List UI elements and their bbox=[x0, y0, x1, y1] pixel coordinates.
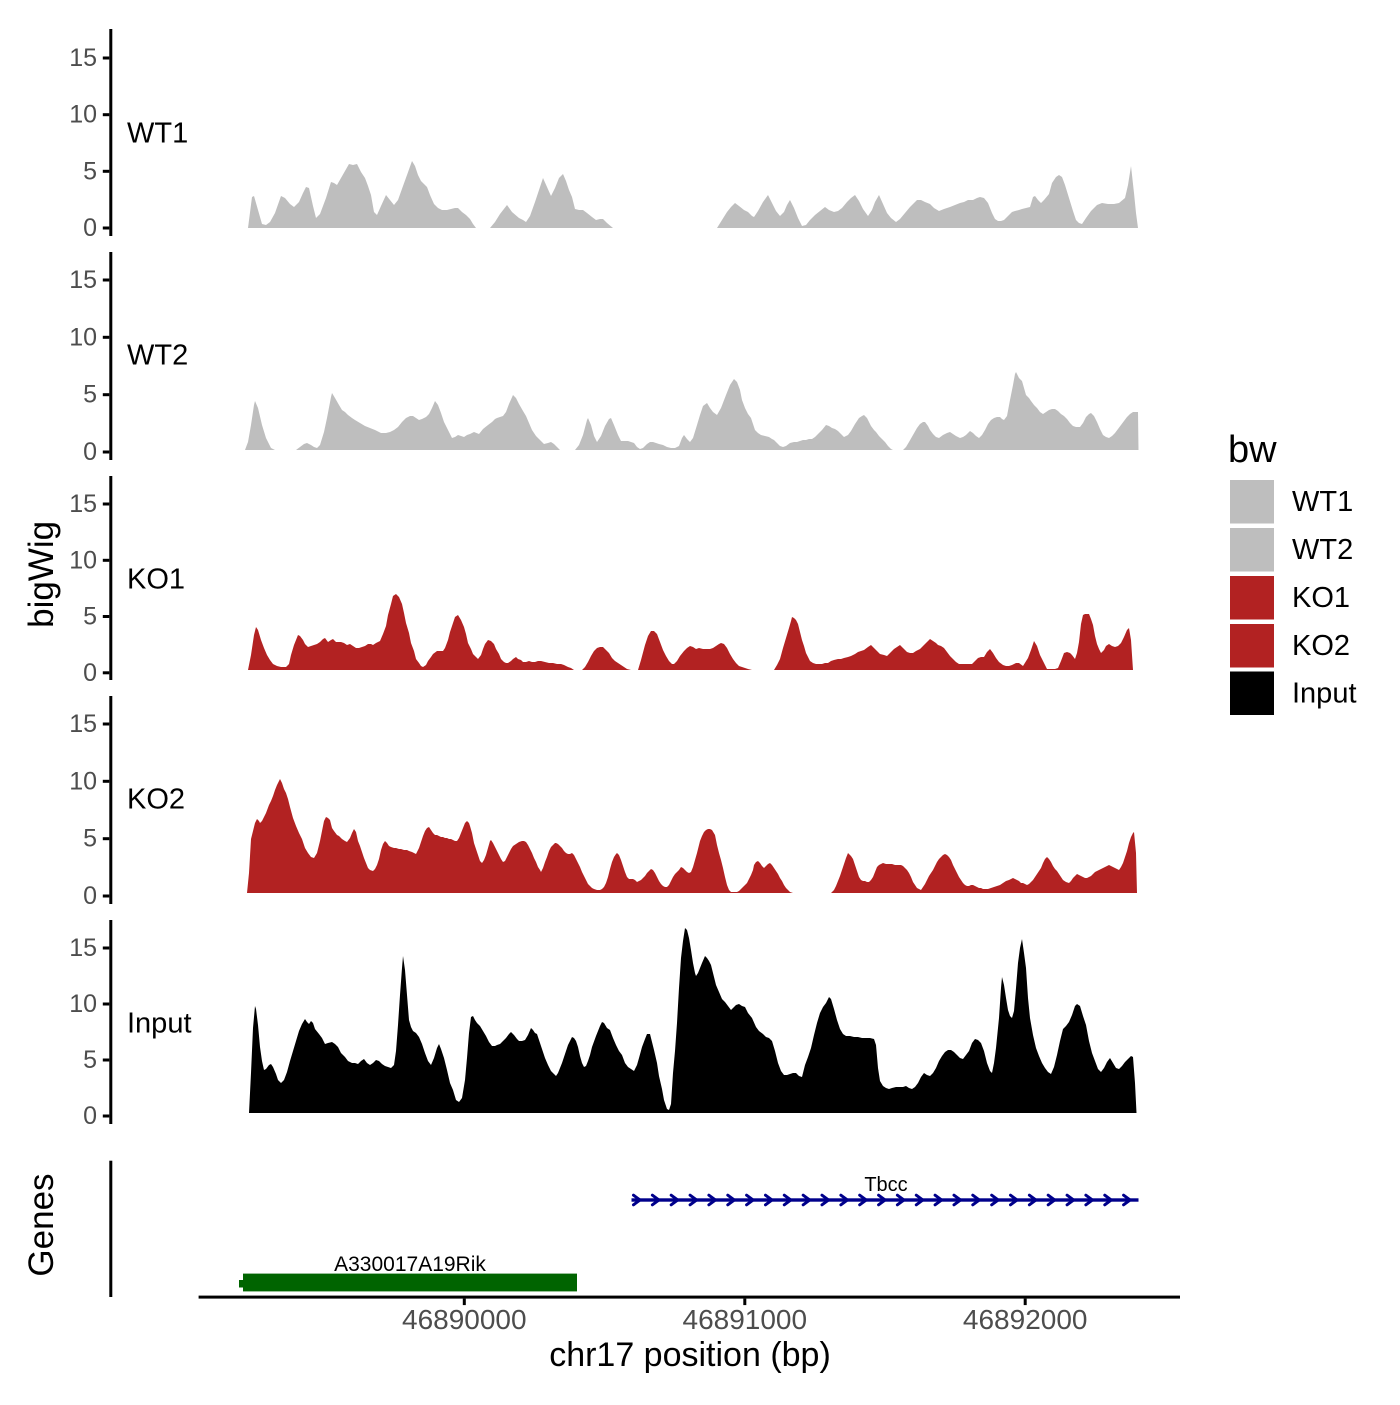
svg-text:WT1: WT1 bbox=[127, 118, 188, 150]
svg-text:0: 0 bbox=[83, 1102, 97, 1130]
svg-text:10: 10 bbox=[69, 990, 97, 1018]
svg-text:5: 5 bbox=[83, 1046, 97, 1074]
svg-text:46890000: 46890000 bbox=[402, 1304, 527, 1335]
svg-text:bigWig: bigWig bbox=[22, 521, 61, 628]
svg-text:5: 5 bbox=[83, 825, 97, 853]
svg-text:0: 0 bbox=[83, 438, 97, 466]
svg-text:KO2: KO2 bbox=[1292, 630, 1350, 662]
svg-text:15: 15 bbox=[69, 44, 97, 72]
svg-text:WT2: WT2 bbox=[127, 340, 188, 372]
svg-text:15: 15 bbox=[69, 710, 97, 738]
svg-text:10: 10 bbox=[69, 101, 97, 129]
svg-text:46891000: 46891000 bbox=[683, 1304, 808, 1335]
svg-text:0: 0 bbox=[83, 882, 97, 910]
svg-text:10: 10 bbox=[69, 767, 97, 795]
svg-text:46892000: 46892000 bbox=[963, 1304, 1088, 1335]
svg-text:WT2: WT2 bbox=[1292, 534, 1353, 566]
svg-text:10: 10 bbox=[69, 323, 97, 351]
svg-text:5: 5 bbox=[83, 381, 97, 409]
svg-text:A330017A19Rik: A330017A19Rik bbox=[334, 1253, 486, 1276]
svg-text:Input: Input bbox=[1292, 677, 1357, 709]
svg-text:KO1: KO1 bbox=[1292, 582, 1350, 614]
svg-text:5: 5 bbox=[83, 157, 97, 185]
svg-text:15: 15 bbox=[69, 266, 97, 294]
svg-text:WT1: WT1 bbox=[1292, 486, 1353, 518]
svg-text:Tbcc: Tbcc bbox=[864, 1174, 907, 1196]
svg-text:10: 10 bbox=[69, 546, 97, 574]
svg-text:chr17 position (bp): chr17 position (bp) bbox=[549, 1336, 831, 1374]
svg-text:KO2: KO2 bbox=[127, 784, 185, 816]
svg-text:5: 5 bbox=[83, 603, 97, 631]
svg-text:Genes: Genes bbox=[22, 1173, 61, 1276]
svg-text:KO1: KO1 bbox=[127, 564, 185, 596]
svg-text:Input: Input bbox=[127, 1008, 192, 1040]
svg-text:15: 15 bbox=[69, 934, 97, 962]
svg-text:15: 15 bbox=[69, 490, 97, 518]
svg-text:0: 0 bbox=[83, 214, 97, 242]
svg-text:bw: bw bbox=[1228, 429, 1277, 471]
svg-text:0: 0 bbox=[83, 659, 97, 687]
